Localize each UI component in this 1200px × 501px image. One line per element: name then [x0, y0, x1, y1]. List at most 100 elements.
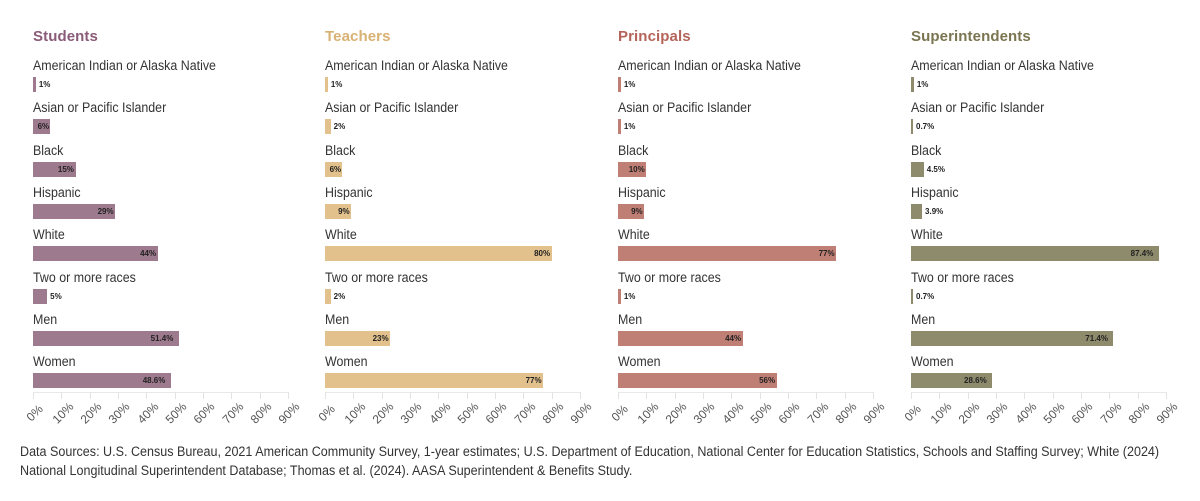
tick-label: 60% [190, 399, 218, 427]
bar-row: Asian or Pacific Islander 1% [618, 100, 898, 140]
grid-tick [325, 392, 326, 399]
data-label: 80% [534, 249, 551, 259]
bar [33, 119, 50, 135]
data-label: 1% [623, 80, 636, 89]
bar-row: Women 48.6% [33, 354, 313, 394]
data-label: 0.7% [916, 122, 935, 132]
bar [325, 288, 331, 304]
grid-tick [873, 392, 874, 399]
chart-panel-principals: Principals American Indian or Alaska Nati… [608, 0, 898, 430]
bar-row: Two or more races 1% [618, 270, 898, 310]
tick-label: 90% [275, 399, 303, 427]
category-label: Black [325, 142, 356, 158]
tick-label: 90% [1153, 399, 1181, 427]
grid-tick [61, 392, 63, 399]
tick-label: 90% [860, 399, 888, 427]
bar-row: White 87.4% [911, 227, 1191, 267]
tick-label: 50% [454, 399, 482, 427]
data-label: 77% [818, 249, 835, 259]
bar [325, 203, 351, 219]
panel-title: Principals [618, 28, 691, 45]
grid-tick [1109, 392, 1111, 399]
tick-label: 0% [315, 401, 338, 425]
bar-row: White 77% [618, 227, 898, 267]
bar [325, 330, 391, 346]
grid-tick [844, 392, 846, 399]
bar-row: Asian or Pacific Islander 6% [33, 100, 313, 140]
bar-row: Women 28.6% [911, 354, 1191, 394]
category-label: Black [911, 142, 942, 158]
axis-line [33, 392, 288, 393]
bar-row: American Indian or Alaska Native 1% [33, 58, 313, 98]
bar-row: Two or more races 0.7% [911, 270, 1191, 310]
source-note: Data Sources: U.S. Census Bureau, 2021 A… [20, 444, 1160, 478]
data-label: 1% [623, 122, 636, 132]
tick-label: 40% [134, 399, 161, 427]
grid-tick [759, 392, 761, 399]
bar-row: Black 4.5% [911, 143, 1191, 183]
bar [33, 203, 116, 219]
grid-tick [174, 392, 176, 399]
data-label: 56% [759, 376, 776, 386]
grid-tick [1024, 392, 1026, 399]
tick-label: 80% [247, 399, 275, 427]
grid-tick [146, 392, 148, 399]
bar [33, 161, 76, 177]
bar-row: Hispanic 9% [325, 185, 605, 225]
category-label: Black [33, 142, 64, 158]
tick-label: 0% [23, 401, 46, 425]
axis-line [325, 392, 580, 393]
bar-row: Men 44% [618, 312, 898, 352]
bar [618, 373, 777, 389]
grid-tick [967, 392, 969, 399]
category-label: Hispanic [911, 184, 959, 200]
data-label: 9% [631, 206, 643, 216]
bar [33, 330, 179, 346]
bar [618, 119, 621, 135]
category-label: Asian or Pacific Islander [325, 100, 459, 116]
grid-tick [33, 392, 34, 399]
grid-tick [523, 392, 525, 399]
bar-row: Black 15% [33, 143, 313, 183]
tick-label: 40% [1012, 399, 1039, 427]
grid-tick [703, 392, 704, 399]
category-label: Women [325, 354, 368, 370]
grid-tick [495, 392, 496, 399]
bar [618, 161, 647, 177]
category-label: American Indian or Alaska Native [325, 58, 508, 73]
tick-label: 90% [567, 399, 595, 427]
grid-tick [646, 392, 648, 399]
bar-row: Men 23% [325, 312, 605, 352]
category-label: American Indian or Alaska Native [618, 58, 801, 73]
grid-tick [203, 392, 204, 399]
grid-tick [788, 392, 789, 399]
bar-row: Two or more races 2% [325, 270, 605, 310]
grid-tick [118, 392, 119, 399]
tick-label: 30% [397, 399, 425, 427]
data-label: 44% [140, 249, 157, 259]
data-label: 23% [372, 333, 389, 343]
grid-tick [731, 392, 733, 399]
data-label: 4.5% [926, 164, 945, 174]
bar [33, 373, 171, 389]
tick-label: 40% [719, 399, 746, 427]
grid-tick [231, 392, 233, 399]
tick-label: 80% [1125, 399, 1153, 427]
grid-tick [1137, 392, 1139, 399]
category-label: Women [618, 354, 661, 370]
bar [911, 246, 1159, 262]
data-label: 28.6% [964, 376, 987, 386]
tick-label: 80% [832, 399, 860, 427]
tick-label: 70% [219, 399, 246, 427]
tick-label: 50% [1040, 399, 1068, 427]
bar [911, 288, 913, 304]
bar [911, 203, 923, 219]
bar-row: Hispanic 9% [618, 185, 898, 225]
grid-tick [466, 392, 468, 399]
tick-label: 60% [1068, 399, 1096, 427]
bar [618, 330, 743, 346]
tick-label: 10% [634, 399, 661, 427]
grid-tick [674, 392, 676, 399]
tick-label: 70% [804, 399, 831, 427]
x-axis: 0% 10% 20% 30% 40% 50% 60% 70% 80% 90% [23, 392, 313, 432]
